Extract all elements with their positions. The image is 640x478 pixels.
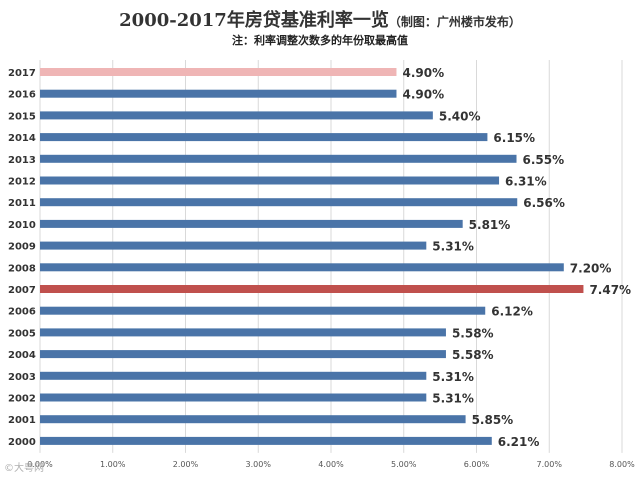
y-category-label: 2004 <box>8 350 36 361</box>
y-category-label: 2014 <box>8 133 36 144</box>
y-category-label: 2016 <box>8 90 36 101</box>
y-category-label: 2013 <box>8 155 36 166</box>
data-label-2003: 5.31% <box>432 370 474 384</box>
grid-lines <box>39 60 623 453</box>
data-label-2008: 7.20% <box>570 261 612 275</box>
x-tick-label: 6.00% <box>464 460 490 469</box>
y-category-label: 2005 <box>8 328 36 339</box>
x-tick-label: 8.00% <box>609 460 635 469</box>
y-category-label: 2001 <box>8 415 36 426</box>
data-labels: 4.90% 4.90% 5.40% 6.15% 6.55% 6.31% 6.56% 5.81%… <box>402 66 631 449</box>
bar-2016 <box>40 89 397 98</box>
x-tick-label: 1.00% <box>100 460 126 469</box>
y-category-label: 2010 <box>8 220 36 231</box>
y-category-label: 2002 <box>8 394 36 405</box>
y-axis-labels: 2017 2016 2015 2014 2013 2012 2011 2010 2009 2008… <box>8 68 36 448</box>
data-label-2017: 4.90% <box>402 66 444 80</box>
x-tick-label: 0.00% <box>27 460 53 469</box>
bar-2013 <box>40 154 517 163</box>
chart-note: 注：利率调整次数多的年份取最高值 <box>232 34 408 47</box>
data-label-2009: 5.31% <box>432 240 474 254</box>
watermark: ©大粤网 <box>4 463 44 474</box>
x-tick-label: 2.00% <box>173 460 199 469</box>
bar-2004 <box>40 350 446 359</box>
data-label-2007: 7.47% <box>589 283 631 297</box>
y-category-label: 2003 <box>8 372 36 383</box>
y-category-label: 2017 <box>8 68 36 79</box>
bar-2005 <box>40 328 446 337</box>
bar-2015 <box>40 111 433 120</box>
x-tick-label: 4.00% <box>318 460 344 469</box>
data-label-2004: 5.58% <box>452 348 494 362</box>
bar-2007 <box>40 285 584 293</box>
data-label-2012: 6.31% <box>505 175 547 189</box>
data-label-2011: 6.56% <box>523 196 565 210</box>
data-label-2015: 5.40% <box>439 109 481 123</box>
bar-2008 <box>40 263 564 272</box>
bar-2002 <box>40 393 427 402</box>
y-category-label: 2008 <box>8 263 36 274</box>
bar-2010 <box>40 219 463 228</box>
data-label-2016: 4.90% <box>402 88 444 102</box>
bar-2009 <box>40 241 427 250</box>
bar-2000 <box>40 436 492 445</box>
data-label-2002: 5.31% <box>432 392 474 406</box>
x-axis-labels: 0.00% 1.00% 2.00% 3.00% 4.00% 5.00% 6.00% 7.00%… <box>27 460 635 469</box>
data-label-2013: 6.55% <box>523 153 565 167</box>
y-category-label: 2009 <box>8 242 36 253</box>
x-tick-label: 7.00% <box>537 460 563 469</box>
y-category-label: 2015 <box>8 111 36 122</box>
chart-title-main: 2000-2017年房贷基准利率一览 <box>119 10 389 31</box>
y-category-label: 2011 <box>8 198 36 209</box>
y-category-label: 2000 <box>8 437 36 448</box>
data-label-2000: 6.21% <box>498 435 540 449</box>
x-tick-label: 3.00% <box>246 460 272 469</box>
y-category-label: 2007 <box>8 285 36 296</box>
data-label-2010: 5.81% <box>469 218 511 232</box>
chart-title: 2000-2017年房贷基准利率一览（制图：广州楼市发布） <box>0 6 640 32</box>
bar-2001 <box>40 415 466 424</box>
data-label-2001: 5.85% <box>472 413 514 427</box>
chart-title-credit: （制图：广州楼市发布） <box>388 15 521 29</box>
bar-2017 <box>40 68 397 76</box>
y-category-label: 2006 <box>8 307 36 318</box>
bar-2006 <box>40 306 486 315</box>
y-category-label: 2012 <box>8 177 36 188</box>
data-label-2005: 5.58% <box>452 326 494 340</box>
bar-2003 <box>40 371 427 380</box>
data-label-2006: 6.12% <box>491 305 533 319</box>
bar-2011 <box>40 198 518 207</box>
bar-2014 <box>40 133 488 142</box>
bar-2012 <box>40 176 500 185</box>
data-label-2014: 6.15% <box>493 131 535 145</box>
bars <box>40 68 584 445</box>
x-tick-label: 5.00% <box>391 460 417 469</box>
